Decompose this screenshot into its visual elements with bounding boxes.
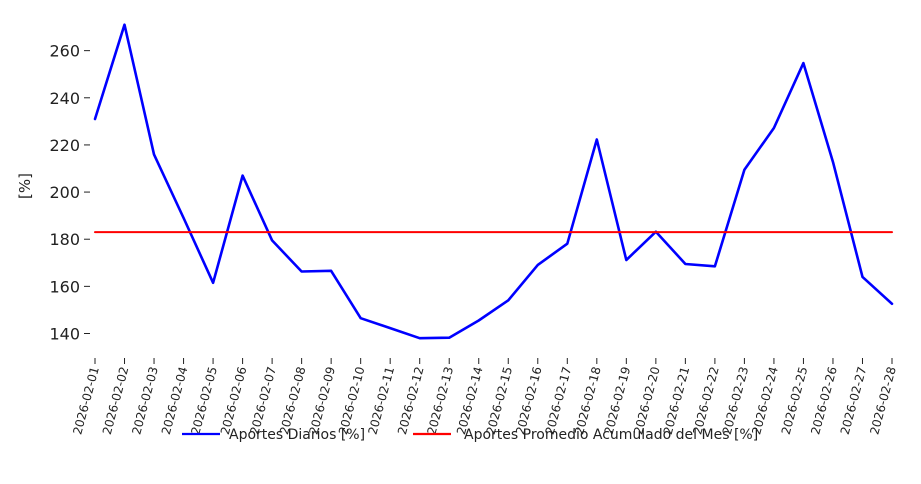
x-tick-label: 2026-02-28: [867, 365, 899, 436]
x-tick-label: 2026-02-08: [277, 365, 309, 436]
x-tick-label: 2026-02-04: [159, 365, 191, 436]
x-tick-label: 2026-02-02: [100, 365, 132, 436]
y-tick-label: 220: [49, 136, 80, 155]
legend: Aportes Diarios [%] Aportes Promedio Acu…: [182, 427, 758, 443]
x-tick-label: 2026-02-07: [247, 365, 279, 436]
x-tick-label: 2026-02-15: [484, 365, 516, 436]
y-tick-label: 240: [49, 89, 80, 108]
x-tick-label: 2026-02-05: [188, 365, 220, 436]
legend-label-aportes-promedio: Aportes Promedio Acumulado del Mes [%]: [464, 427, 758, 443]
x-tick-label: 2026-02-14: [454, 365, 486, 436]
x-tick-label: 2026-02-03: [129, 365, 161, 436]
x-tick-label: 2026-02-24: [749, 365, 781, 436]
x-tick-label: 2026-02-06: [218, 365, 250, 436]
y-tick-label: 200: [49, 183, 80, 202]
y-axis: 140 160 180 200 220 240 260: [49, 42, 90, 344]
y-tick-label: 260: [49, 42, 80, 61]
x-tick-label: 2026-02-17: [543, 365, 575, 436]
x-tick-label: 2026-02-09: [306, 365, 338, 436]
x-tick-label: 2026-02-11: [366, 365, 398, 436]
x-tick-label: 2026-02-20: [631, 365, 663, 436]
x-tick-label: 2026-02-13: [425, 365, 457, 436]
x-tick-label: 2026-02-23: [720, 365, 752, 436]
x-tick-label: 2026-02-25: [779, 365, 811, 436]
x-axis: 2026-02-012026-02-022026-02-032026-02-04…: [70, 358, 899, 436]
x-tick-label: 2026-02-12: [395, 365, 427, 436]
x-tick-label: 2026-02-10: [336, 365, 368, 436]
series-layer: [93, 23, 894, 340]
x-tick-label: 2026-02-19: [602, 365, 634, 436]
y-tick-label: 180: [49, 230, 80, 249]
legend-label-aportes-diarios: Aportes Diarios [%]: [229, 427, 365, 443]
y-tick-label: 160: [49, 277, 80, 296]
x-tick-label: 2026-02-18: [572, 365, 604, 436]
series-line-aportes-diarios: [93, 23, 894, 340]
x-tick-label: 2026-02-01: [70, 365, 102, 436]
y-tick-label: 140: [49, 325, 80, 344]
x-tick-label: 2026-02-21: [661, 365, 693, 436]
x-tick-label: 2026-02-26: [808, 365, 840, 436]
x-tick-label: 2026-02-16: [513, 365, 545, 436]
x-tick-label: 2026-02-27: [838, 365, 870, 436]
x-tick-label: 2026-02-22: [690, 365, 722, 436]
y-axis-label: [%]: [16, 173, 34, 199]
